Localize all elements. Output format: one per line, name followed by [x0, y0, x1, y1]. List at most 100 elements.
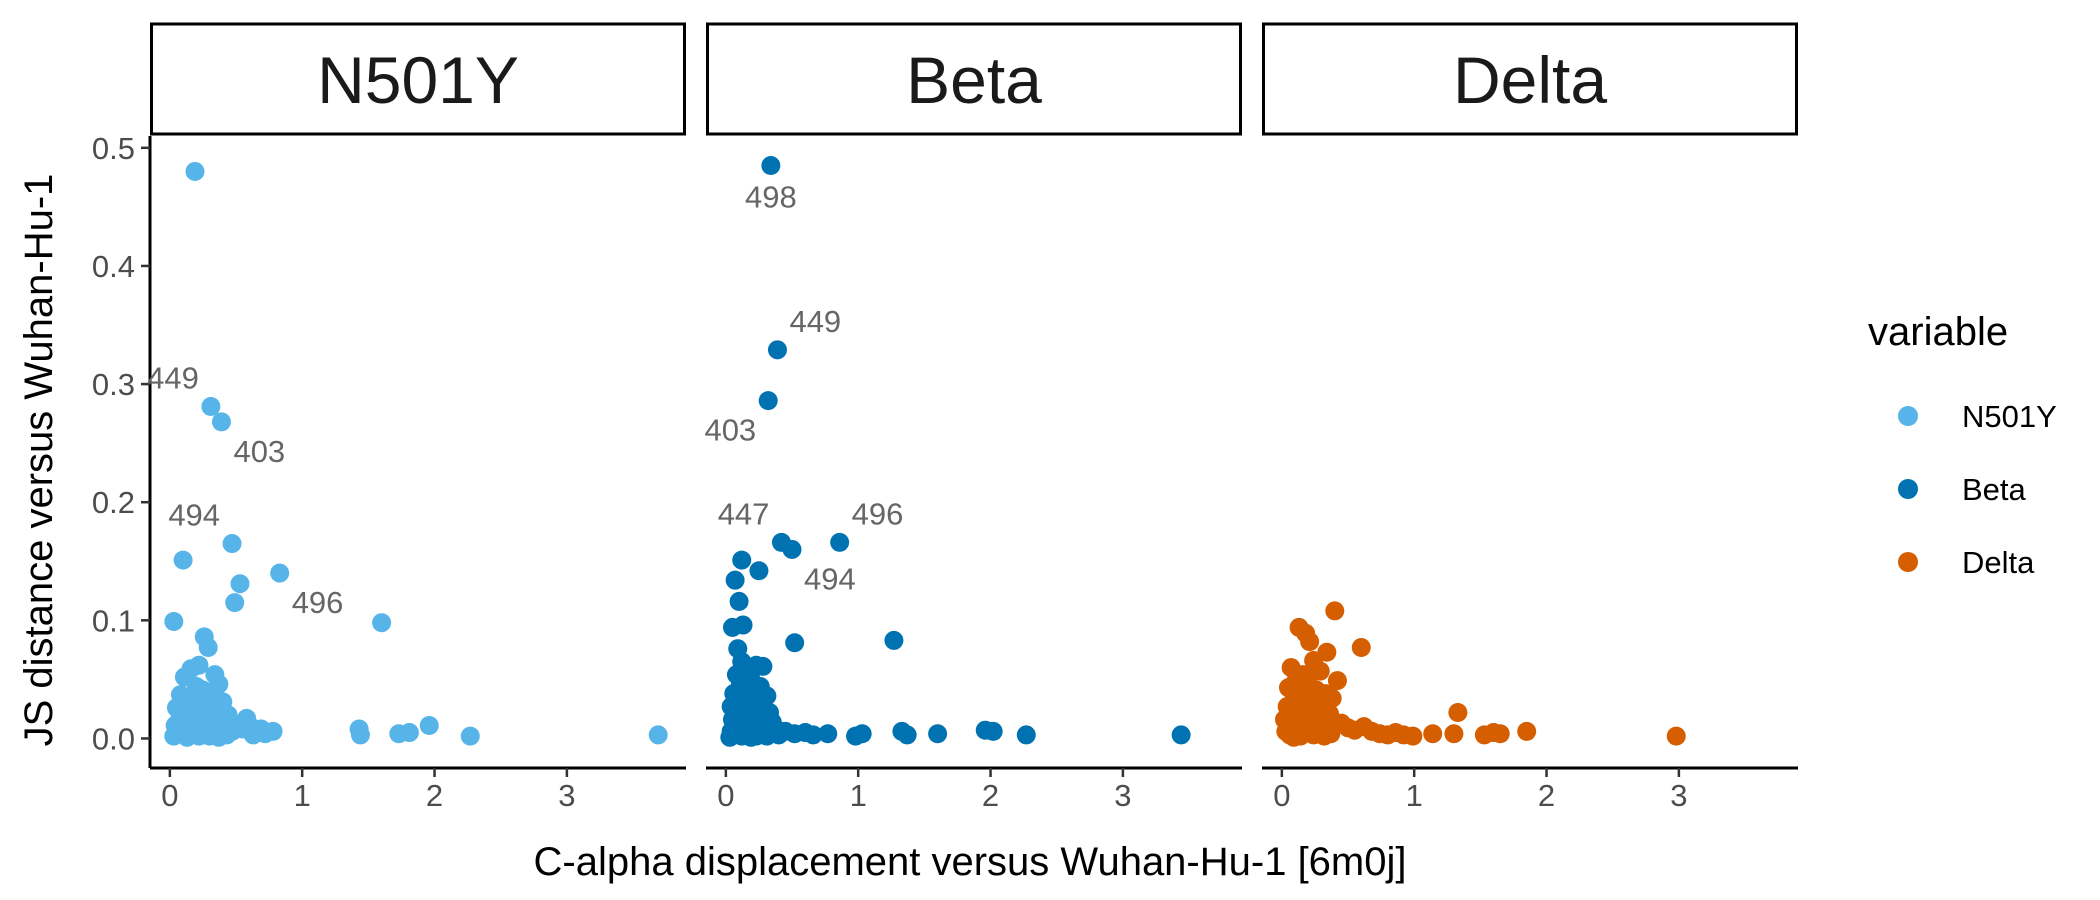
data-point	[852, 724, 872, 744]
data-point	[460, 726, 480, 746]
y-tick-label: 0.4	[92, 249, 135, 284]
x-tick-label: 3	[558, 778, 575, 813]
data-point	[419, 715, 439, 735]
point-label: 449	[789, 304, 841, 339]
data-point	[1448, 702, 1468, 722]
data-point	[237, 708, 257, 728]
data-point	[1171, 725, 1191, 745]
data-point	[1327, 671, 1347, 691]
legend-key	[1898, 479, 1918, 499]
data-point	[1666, 726, 1686, 746]
data-point	[758, 391, 778, 411]
data-point	[177, 727, 197, 747]
data-point	[270, 563, 290, 583]
data-point	[1403, 726, 1423, 746]
data-point	[1517, 721, 1537, 741]
y-tick-label: 0.1	[92, 603, 135, 638]
data-point	[753, 656, 773, 676]
x-axis-title: C-alpha displacement versus Wuhan-Hu-1 […	[534, 840, 1407, 884]
data-point	[782, 539, 802, 559]
data-point	[741, 727, 761, 747]
legend-key	[1898, 406, 1918, 426]
data-point	[230, 574, 250, 594]
facet-strip-label: Delta	[1453, 43, 1607, 117]
data-point	[749, 561, 769, 581]
data-point	[1423, 724, 1443, 744]
data-point	[818, 724, 838, 744]
data-point	[198, 638, 218, 658]
facet-strip-label: N501Y	[317, 43, 519, 117]
data-point	[399, 723, 419, 743]
data-point	[350, 725, 370, 745]
data-point	[164, 612, 184, 632]
y-tick-label: 0.3	[92, 367, 135, 402]
data-point	[725, 570, 745, 590]
data-point	[720, 727, 740, 747]
legend-label: Delta	[1962, 545, 2035, 580]
y-tick-label: 0.5	[92, 131, 135, 166]
legend: variable N501Y Beta Delta	[1868, 310, 2057, 580]
x-tick-label: 3	[1670, 778, 1687, 813]
data-point	[211, 412, 231, 432]
y-tick-label: 0.0	[92, 721, 135, 756]
data-point	[648, 725, 668, 745]
data-point	[729, 591, 749, 611]
x-tick-label: 1	[1406, 778, 1423, 813]
data-point	[1016, 725, 1036, 745]
facet-strip	[1262, 22, 1798, 136]
x-tick-label: 0	[161, 778, 178, 813]
data-point	[803, 725, 823, 745]
data-point	[251, 719, 271, 739]
data-point	[1314, 726, 1334, 746]
data-point	[1300, 632, 1320, 652]
data-point	[785, 633, 805, 653]
data-point	[757, 726, 777, 746]
x-tick-label: 1	[850, 778, 867, 813]
point-label: 403	[704, 413, 756, 448]
labels-layer: 449 403 494 496 498 449 403 447 496 494	[147, 180, 903, 621]
x-tick-label: 2	[1538, 778, 1555, 813]
data-point	[830, 532, 850, 552]
data-point	[761, 156, 781, 176]
data-point	[201, 397, 221, 417]
data-point	[1325, 601, 1345, 621]
facet-strip-label: Beta	[906, 43, 1042, 117]
point-label: 496	[852, 496, 904, 531]
legend-key	[1898, 552, 1918, 572]
point-label: 496	[292, 585, 344, 620]
x-tick-label: 0	[717, 778, 734, 813]
data-point	[884, 630, 904, 650]
data-point	[732, 550, 752, 570]
facet-strip	[150, 22, 686, 136]
point-label: 498	[745, 180, 797, 215]
point-label: 403	[233, 434, 285, 469]
data-point	[1444, 724, 1464, 744]
y-tick-label: 0.2	[92, 485, 135, 520]
data-point	[372, 613, 392, 633]
data-point	[173, 550, 193, 570]
axes-layer: 0.0 0.1 0.2 0.3 0.4 0.5 N501Y 0 1 2 3 Beta 0 1 2 3 Delta…	[92, 22, 1798, 813]
point-label: 494	[168, 498, 220, 533]
point-label: 449	[147, 361, 199, 396]
points-layer	[164, 156, 1686, 747]
data-point	[1284, 727, 1304, 747]
legend-label: Beta	[1962, 472, 2027, 507]
data-point	[983, 721, 1003, 741]
data-point	[928, 724, 948, 744]
x-tick-label: 3	[1114, 778, 1131, 813]
point-label: 494	[804, 561, 856, 596]
data-point	[1490, 724, 1510, 744]
data-point	[733, 615, 753, 635]
data-point	[185, 161, 205, 181]
y-axis-title: JS distance versus Wuhan-Hu-1	[17, 174, 61, 747]
x-tick-label: 2	[426, 778, 443, 813]
facet-strip	[706, 22, 1242, 136]
data-point	[209, 727, 229, 747]
data-point	[897, 725, 917, 745]
data-point	[767, 340, 787, 360]
data-point	[1351, 638, 1371, 658]
data-point	[1310, 661, 1330, 681]
point-label: 447	[718, 496, 770, 531]
x-tick-label: 1	[294, 778, 311, 813]
